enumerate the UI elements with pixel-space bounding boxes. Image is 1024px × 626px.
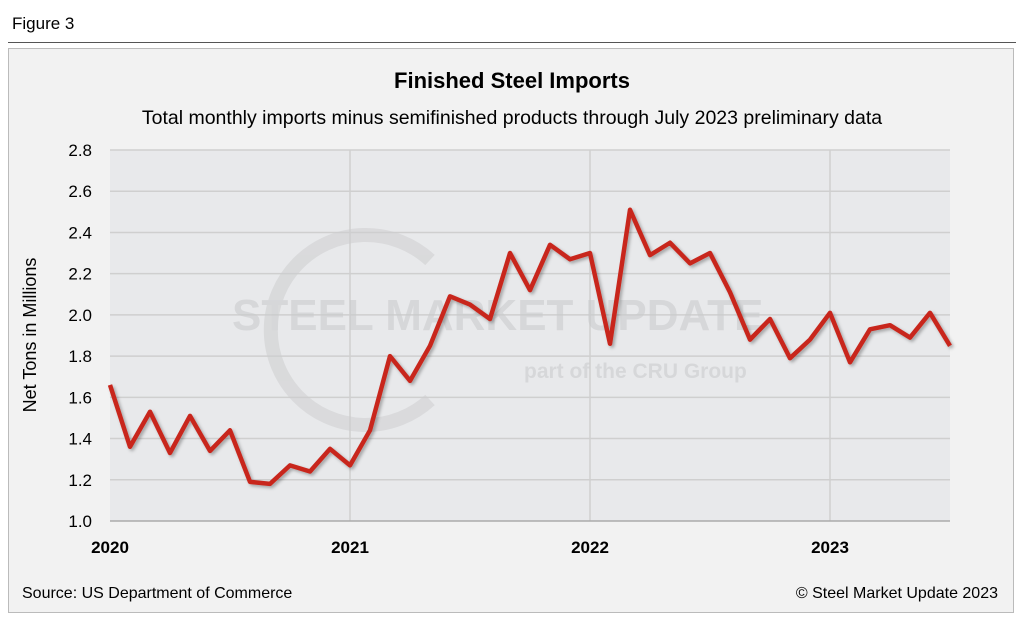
divider — [8, 42, 1016, 43]
plot-area — [110, 150, 950, 521]
source-note: Source: US Department of Commerce — [22, 585, 292, 602]
chart-title: Finished Steel Imports — [394, 68, 630, 93]
y-tick-label: 2.2 — [68, 265, 92, 284]
series-line — [107, 207, 952, 487]
x-tick-label: 2020 — [91, 538, 129, 557]
chart-subtitle: Total monthly imports minus semifinished… — [142, 107, 882, 129]
y-tick-label: 1.4 — [68, 430, 92, 449]
y-axis-label: Net Tons in Millions — [20, 258, 40, 413]
y-tick-label: 2.6 — [68, 182, 92, 201]
x-tick-label: 2022 — [571, 538, 609, 557]
x-tick-label: 2021 — [331, 538, 369, 557]
y-tick-label: 1.6 — [68, 388, 92, 407]
figure-label: Figure 3 — [12, 14, 75, 33]
y-tick-label: 1.2 — [68, 471, 92, 490]
watermark-arc — [263, 228, 435, 432]
x-tick-label: 2023 — [811, 538, 849, 557]
y-tick-label: 1.0 — [68, 512, 92, 531]
y-tick-label: 2.8 — [68, 141, 92, 160]
y-tick-label: 2.4 — [68, 223, 92, 242]
y-tick-label: 1.8 — [68, 347, 92, 366]
y-tick-label: 2.0 — [68, 306, 92, 325]
watermark-sub: part of the CRU Group — [524, 360, 747, 383]
copyright-note: © Steel Market Update 2023 — [796, 585, 998, 602]
